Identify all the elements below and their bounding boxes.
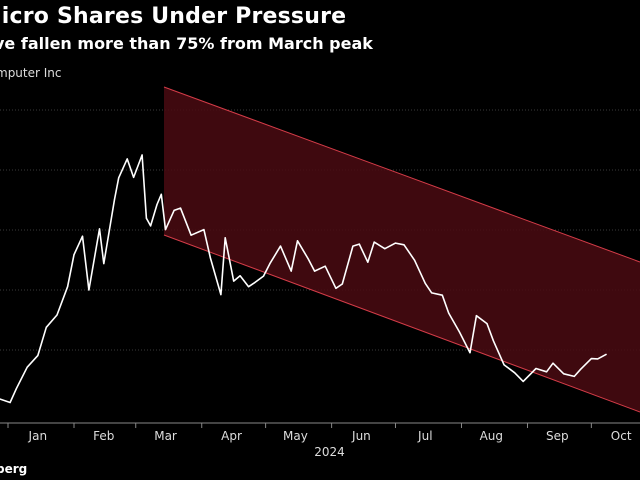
trend-channel-upper-edge (163, 86, 640, 263)
price-point (45, 326, 47, 328)
price-point (126, 158, 128, 160)
price-point (552, 362, 554, 364)
price-point (431, 292, 433, 294)
x-tick-label: Jun (351, 429, 371, 443)
chart-title: licro Shares Under Pressure (0, 4, 347, 29)
price-point (88, 289, 90, 291)
price-point (113, 198, 116, 201)
price-point (173, 209, 175, 212)
price-point (573, 375, 575, 378)
price-point (26, 366, 28, 368)
price-point (56, 314, 58, 316)
price-point (414, 259, 416, 261)
price-point (546, 371, 548, 373)
price-point (15, 387, 18, 389)
price-point (145, 217, 147, 219)
price-point (67, 286, 69, 288)
x-tick-label: Jul (417, 429, 432, 443)
trend-channel-lower-edge (163, 234, 640, 413)
price-point (279, 245, 282, 247)
price-point (352, 245, 354, 247)
price-point (341, 283, 343, 285)
price-point (458, 331, 460, 333)
price-point (254, 281, 256, 283)
chart-subtitle: ve fallen more than 75% from March peak (0, 34, 373, 53)
price-point (358, 243, 360, 245)
price-point (247, 286, 250, 288)
price-point (469, 352, 471, 354)
x-tick-label: Oct (611, 429, 632, 443)
source-label: berg (0, 462, 28, 476)
price-point (98, 228, 101, 230)
price-point (296, 240, 299, 242)
price-point (590, 358, 592, 360)
price-point (203, 228, 205, 231)
price-point (150, 225, 152, 227)
price-point (118, 177, 120, 179)
price-point (156, 203, 158, 206)
price-point (103, 262, 105, 265)
price-point (441, 294, 443, 296)
price-point (290, 270, 292, 272)
x-axis-label: 2024 (314, 445, 345, 459)
x-tick-label: Aug (480, 429, 503, 443)
x-tick-label: Mar (154, 429, 177, 443)
price-point (141, 154, 143, 156)
price-point (486, 323, 488, 325)
price-point (313, 270, 316, 272)
price-point (224, 237, 226, 239)
price-point (384, 248, 386, 250)
x-tick-label: Sep (546, 429, 569, 443)
price-point (503, 364, 505, 366)
price-point (239, 275, 241, 277)
price-point (373, 241, 375, 243)
price-point (403, 244, 405, 246)
x-tick-label: Jan (28, 429, 48, 443)
price-point (179, 207, 182, 209)
price-point (133, 176, 135, 179)
price-point (394, 242, 397, 244)
price-point (262, 275, 265, 277)
price-point (335, 287, 337, 289)
price-point (448, 312, 450, 314)
price-point (269, 262, 271, 265)
x-tick-label: Apr (221, 429, 242, 443)
price-point (220, 293, 222, 296)
price-point (233, 280, 235, 282)
x-tick-label: May (283, 429, 308, 443)
price-point (190, 234, 192, 236)
price-point (209, 257, 211, 259)
price-point (535, 367, 537, 370)
price-point (81, 235, 84, 237)
price-point (160, 193, 162, 195)
price-point (605, 353, 607, 355)
price-point (307, 258, 309, 260)
x-tick-label: Feb (93, 429, 114, 443)
price-point (522, 380, 524, 382)
price-point (37, 355, 39, 357)
price-point (9, 401, 11, 404)
price-point (324, 265, 326, 267)
price-point (580, 368, 582, 370)
legend-entry: mputer Inc (0, 66, 62, 80)
price-point (597, 358, 599, 360)
price-point (475, 315, 477, 317)
price-point (164, 228, 167, 231)
price-point (514, 372, 516, 374)
price-point (424, 282, 426, 284)
price-point (563, 373, 565, 375)
price-point (73, 254, 75, 256)
price-point (492, 340, 495, 342)
trend-channel (164, 87, 640, 412)
price-point (367, 261, 369, 263)
